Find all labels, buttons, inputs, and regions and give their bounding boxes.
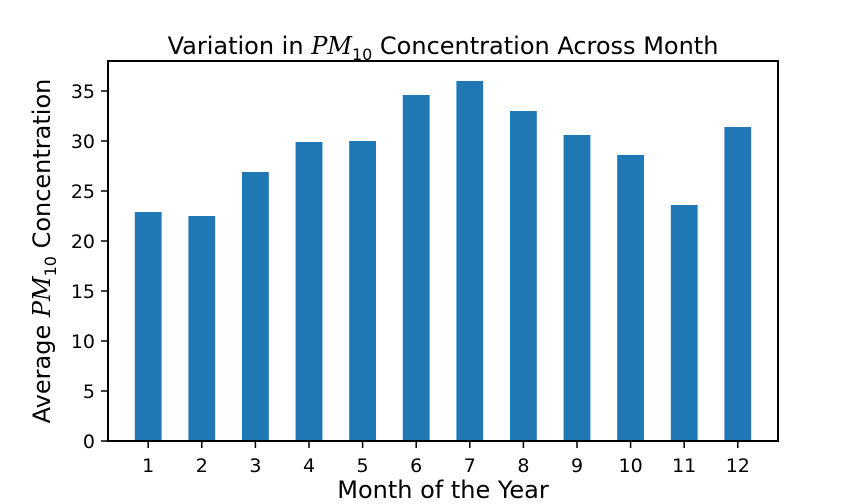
bar-month-4 — [295, 142, 323, 441]
bar-month-5 — [349, 141, 376, 441]
y-axis: 0 5 10 15 20 25 30 35 — [71, 81, 108, 453]
x-tick-label: 6 — [410, 455, 422, 477]
x-tick-label: 10 — [619, 455, 643, 477]
x-tick-label: 7 — [464, 455, 476, 477]
bar-month-11 — [670, 205, 698, 441]
y-tick-label: 15 — [71, 281, 95, 303]
x-axis: 1 2 3 4 5 6 7 8 9 10 11 12 — [142, 441, 750, 477]
x-tick-label: 3 — [249, 455, 261, 477]
x-tick-label: 5 — [357, 455, 369, 477]
y-tick-label: 25 — [71, 181, 95, 203]
bar-month-10 — [617, 155, 644, 441]
y-tick-label: 30 — [71, 131, 95, 153]
x-axis-label: Month of the Year — [337, 476, 549, 504]
bar-month-2 — [188, 216, 216, 441]
bars — [134, 81, 752, 441]
chart-title: Variation in PM10 Concentration Across M… — [168, 32, 719, 64]
x-tick-label: 9 — [571, 455, 583, 477]
y-tick-label: 0 — [83, 431, 95, 453]
x-tick-label: 11 — [672, 455, 696, 477]
y-tick-label: 5 — [83, 381, 95, 403]
bar-month-8 — [510, 111, 537, 441]
y-tick-label: 20 — [71, 231, 95, 253]
bar-month-9 — [563, 135, 591, 441]
bar-month-3 — [242, 172, 269, 441]
bar-month-12 — [724, 127, 752, 441]
bar-month-6 — [402, 95, 430, 441]
x-tick-label: 2 — [196, 455, 208, 477]
y-tick-label: 35 — [71, 81, 95, 103]
x-tick-label: 12 — [726, 455, 750, 477]
bar-month-7 — [456, 81, 484, 441]
y-axis-label: Average PM10 Concentration — [28, 79, 60, 424]
x-tick-label: 1 — [142, 455, 154, 477]
y-tick-label: 10 — [71, 331, 95, 353]
plot-frame — [107, 60, 779, 442]
x-tick-label: 4 — [303, 455, 315, 477]
bar-month-1 — [134, 212, 162, 441]
x-tick-label: 8 — [517, 455, 529, 477]
